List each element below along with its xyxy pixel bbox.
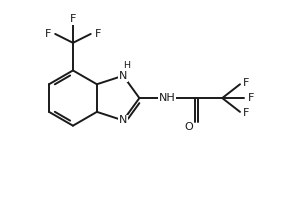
Text: F: F	[243, 78, 249, 88]
Text: N: N	[119, 115, 127, 125]
Text: F: F	[94, 29, 101, 39]
Text: H: H	[124, 61, 131, 70]
Text: F: F	[248, 93, 254, 103]
Text: N: N	[119, 71, 127, 81]
Text: O: O	[184, 122, 193, 132]
Text: F: F	[243, 108, 249, 118]
Text: NH: NH	[159, 93, 175, 103]
Text: F: F	[45, 29, 51, 39]
Text: F: F	[70, 14, 76, 24]
